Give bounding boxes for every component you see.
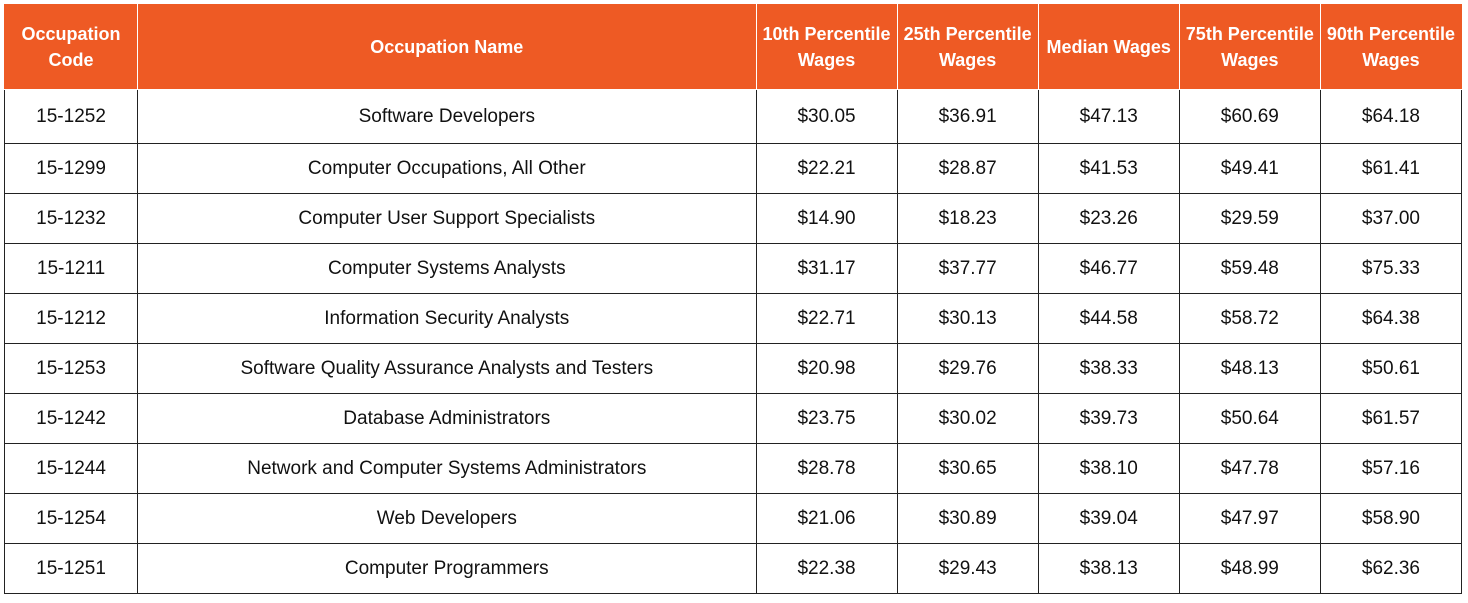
cell-occupation-code: 15-1299 xyxy=(3,143,139,194)
cell-90th-percentile: $58.90 xyxy=(1319,493,1463,544)
cell-10th-percentile: $21.06 xyxy=(755,493,898,544)
cell-median: $38.33 xyxy=(1037,343,1180,394)
header-75th-percentile: 75th Percentile Wages xyxy=(1178,4,1321,90)
cell-10th-percentile: $20.98 xyxy=(755,343,898,394)
cell-25th-percentile: $30.02 xyxy=(896,393,1039,444)
cell-75th-percentile: $49.41 xyxy=(1178,143,1321,194)
cell-75th-percentile: $47.78 xyxy=(1178,443,1321,494)
cell-median: $38.13 xyxy=(1037,543,1180,594)
table-row: 15-1253 Software Quality Assurance Analy… xyxy=(3,343,1463,394)
cell-occupation-code: 15-1251 xyxy=(3,543,139,594)
cell-occupation-code: 15-1232 xyxy=(3,193,139,244)
cell-occupation-name: Web Developers xyxy=(137,493,757,544)
cell-occupation-name: Computer Programmers xyxy=(137,543,757,594)
cell-75th-percentile: $58.72 xyxy=(1178,293,1321,344)
cell-median: $23.26 xyxy=(1037,193,1180,244)
table-row: 15-1244 Network and Computer Systems Adm… xyxy=(3,443,1463,494)
cell-median: $47.13 xyxy=(1037,89,1180,144)
header-90th-percentile: 90th Percentile Wages xyxy=(1319,4,1463,90)
cell-25th-percentile: $30.13 xyxy=(896,293,1039,344)
cell-occupation-name: Computer User Support Specialists xyxy=(137,193,757,244)
table-row: 15-1252 Software Developers $30.05 $36.9… xyxy=(3,89,1463,144)
cell-25th-percentile: $18.23 xyxy=(896,193,1039,244)
cell-25th-percentile: $30.89 xyxy=(896,493,1039,544)
cell-90th-percentile: $61.57 xyxy=(1319,393,1463,444)
cell-25th-percentile: $37.77 xyxy=(896,243,1039,294)
table-row: 15-1254 Web Developers $21.06 $30.89 $39… xyxy=(3,493,1463,544)
cell-75th-percentile: $48.13 xyxy=(1178,343,1321,394)
cell-occupation-name: Software Developers xyxy=(137,89,757,144)
cell-90th-percentile: $75.33 xyxy=(1319,243,1463,294)
cell-occupation-code: 15-1242 xyxy=(3,393,139,444)
header-occupation-name: Occupation Name xyxy=(137,4,757,90)
cell-75th-percentile: $60.69 xyxy=(1178,89,1321,144)
table-body: 15-1252 Software Developers $30.05 $36.9… xyxy=(3,89,1463,594)
cell-occupation-name: Computer Systems Analysts xyxy=(137,243,757,294)
table-row: 15-1211 Computer Systems Analysts $31.17… xyxy=(3,243,1463,294)
cell-10th-percentile: $22.38 xyxy=(755,543,898,594)
cell-90th-percentile: $37.00 xyxy=(1319,193,1463,244)
cell-75th-percentile: $29.59 xyxy=(1178,193,1321,244)
cell-median: $44.58 xyxy=(1037,293,1180,344)
cell-occupation-code: 15-1254 xyxy=(3,493,139,544)
cell-median: $39.04 xyxy=(1037,493,1180,544)
header-row: Occupation Code Occupation Name 10th Per… xyxy=(3,4,1463,90)
cell-90th-percentile: $64.38 xyxy=(1319,293,1463,344)
cell-90th-percentile: $57.16 xyxy=(1319,443,1463,494)
cell-10th-percentile: $31.17 xyxy=(755,243,898,294)
cell-10th-percentile: $30.05 xyxy=(755,89,898,144)
cell-90th-percentile: $62.36 xyxy=(1319,543,1463,594)
cell-10th-percentile: $22.71 xyxy=(755,293,898,344)
cell-occupation-code: 15-1212 xyxy=(3,293,139,344)
cell-25th-percentile: $29.43 xyxy=(896,543,1039,594)
cell-10th-percentile: $23.75 xyxy=(755,393,898,444)
cell-occupation-code: 15-1244 xyxy=(3,443,139,494)
wages-table: Occupation Code Occupation Name 10th Per… xyxy=(3,4,1463,594)
header-10th-percentile: 10th Percentile Wages xyxy=(755,4,898,90)
header-25th-percentile: 25th Percentile Wages xyxy=(896,4,1039,90)
cell-75th-percentile: $50.64 xyxy=(1178,393,1321,444)
cell-occupation-name: Software Quality Assurance Analysts and … xyxy=(137,343,757,394)
cell-10th-percentile: $14.90 xyxy=(755,193,898,244)
table-row: 15-1212 Information Security Analysts $2… xyxy=(3,293,1463,344)
cell-25th-percentile: $28.87 xyxy=(896,143,1039,194)
cell-occupation-name: Computer Occupations, All Other xyxy=(137,143,757,194)
cell-10th-percentile: $22.21 xyxy=(755,143,898,194)
table-row: 15-1251 Computer Programmers $22.38 $29.… xyxy=(3,543,1463,594)
cell-90th-percentile: $64.18 xyxy=(1319,89,1463,144)
table-header: Occupation Code Occupation Name 10th Per… xyxy=(3,4,1463,90)
cell-90th-percentile: $50.61 xyxy=(1319,343,1463,394)
cell-75th-percentile: $48.99 xyxy=(1178,543,1321,594)
cell-25th-percentile: $36.91 xyxy=(896,89,1039,144)
cell-median: $46.77 xyxy=(1037,243,1180,294)
cell-occupation-code: 15-1211 xyxy=(3,243,139,294)
cell-25th-percentile: $29.76 xyxy=(896,343,1039,394)
cell-25th-percentile: $30.65 xyxy=(896,443,1039,494)
cell-median: $39.73 xyxy=(1037,393,1180,444)
header-median: Median Wages xyxy=(1037,4,1180,90)
cell-median: $41.53 xyxy=(1037,143,1180,194)
table-row: 15-1299 Computer Occupations, All Other … xyxy=(3,143,1463,194)
table-row: 15-1242 Database Administrators $23.75 $… xyxy=(3,393,1463,444)
cell-occupation-name: Network and Computer Systems Administrat… xyxy=(137,443,757,494)
header-occupation-code: Occupation Code xyxy=(3,4,139,90)
table-row: 15-1232 Computer User Support Specialist… xyxy=(3,193,1463,244)
cell-occupation-code: 15-1253 xyxy=(3,343,139,394)
cell-75th-percentile: $47.97 xyxy=(1178,493,1321,544)
cell-10th-percentile: $28.78 xyxy=(755,443,898,494)
cell-occupation-name: Database Administrators xyxy=(137,393,757,444)
cell-occupation-code: 15-1252 xyxy=(3,89,139,144)
cell-75th-percentile: $59.48 xyxy=(1178,243,1321,294)
cell-median: $38.10 xyxy=(1037,443,1180,494)
cell-90th-percentile: $61.41 xyxy=(1319,143,1463,194)
cell-occupation-name: Information Security Analysts xyxy=(137,293,757,344)
